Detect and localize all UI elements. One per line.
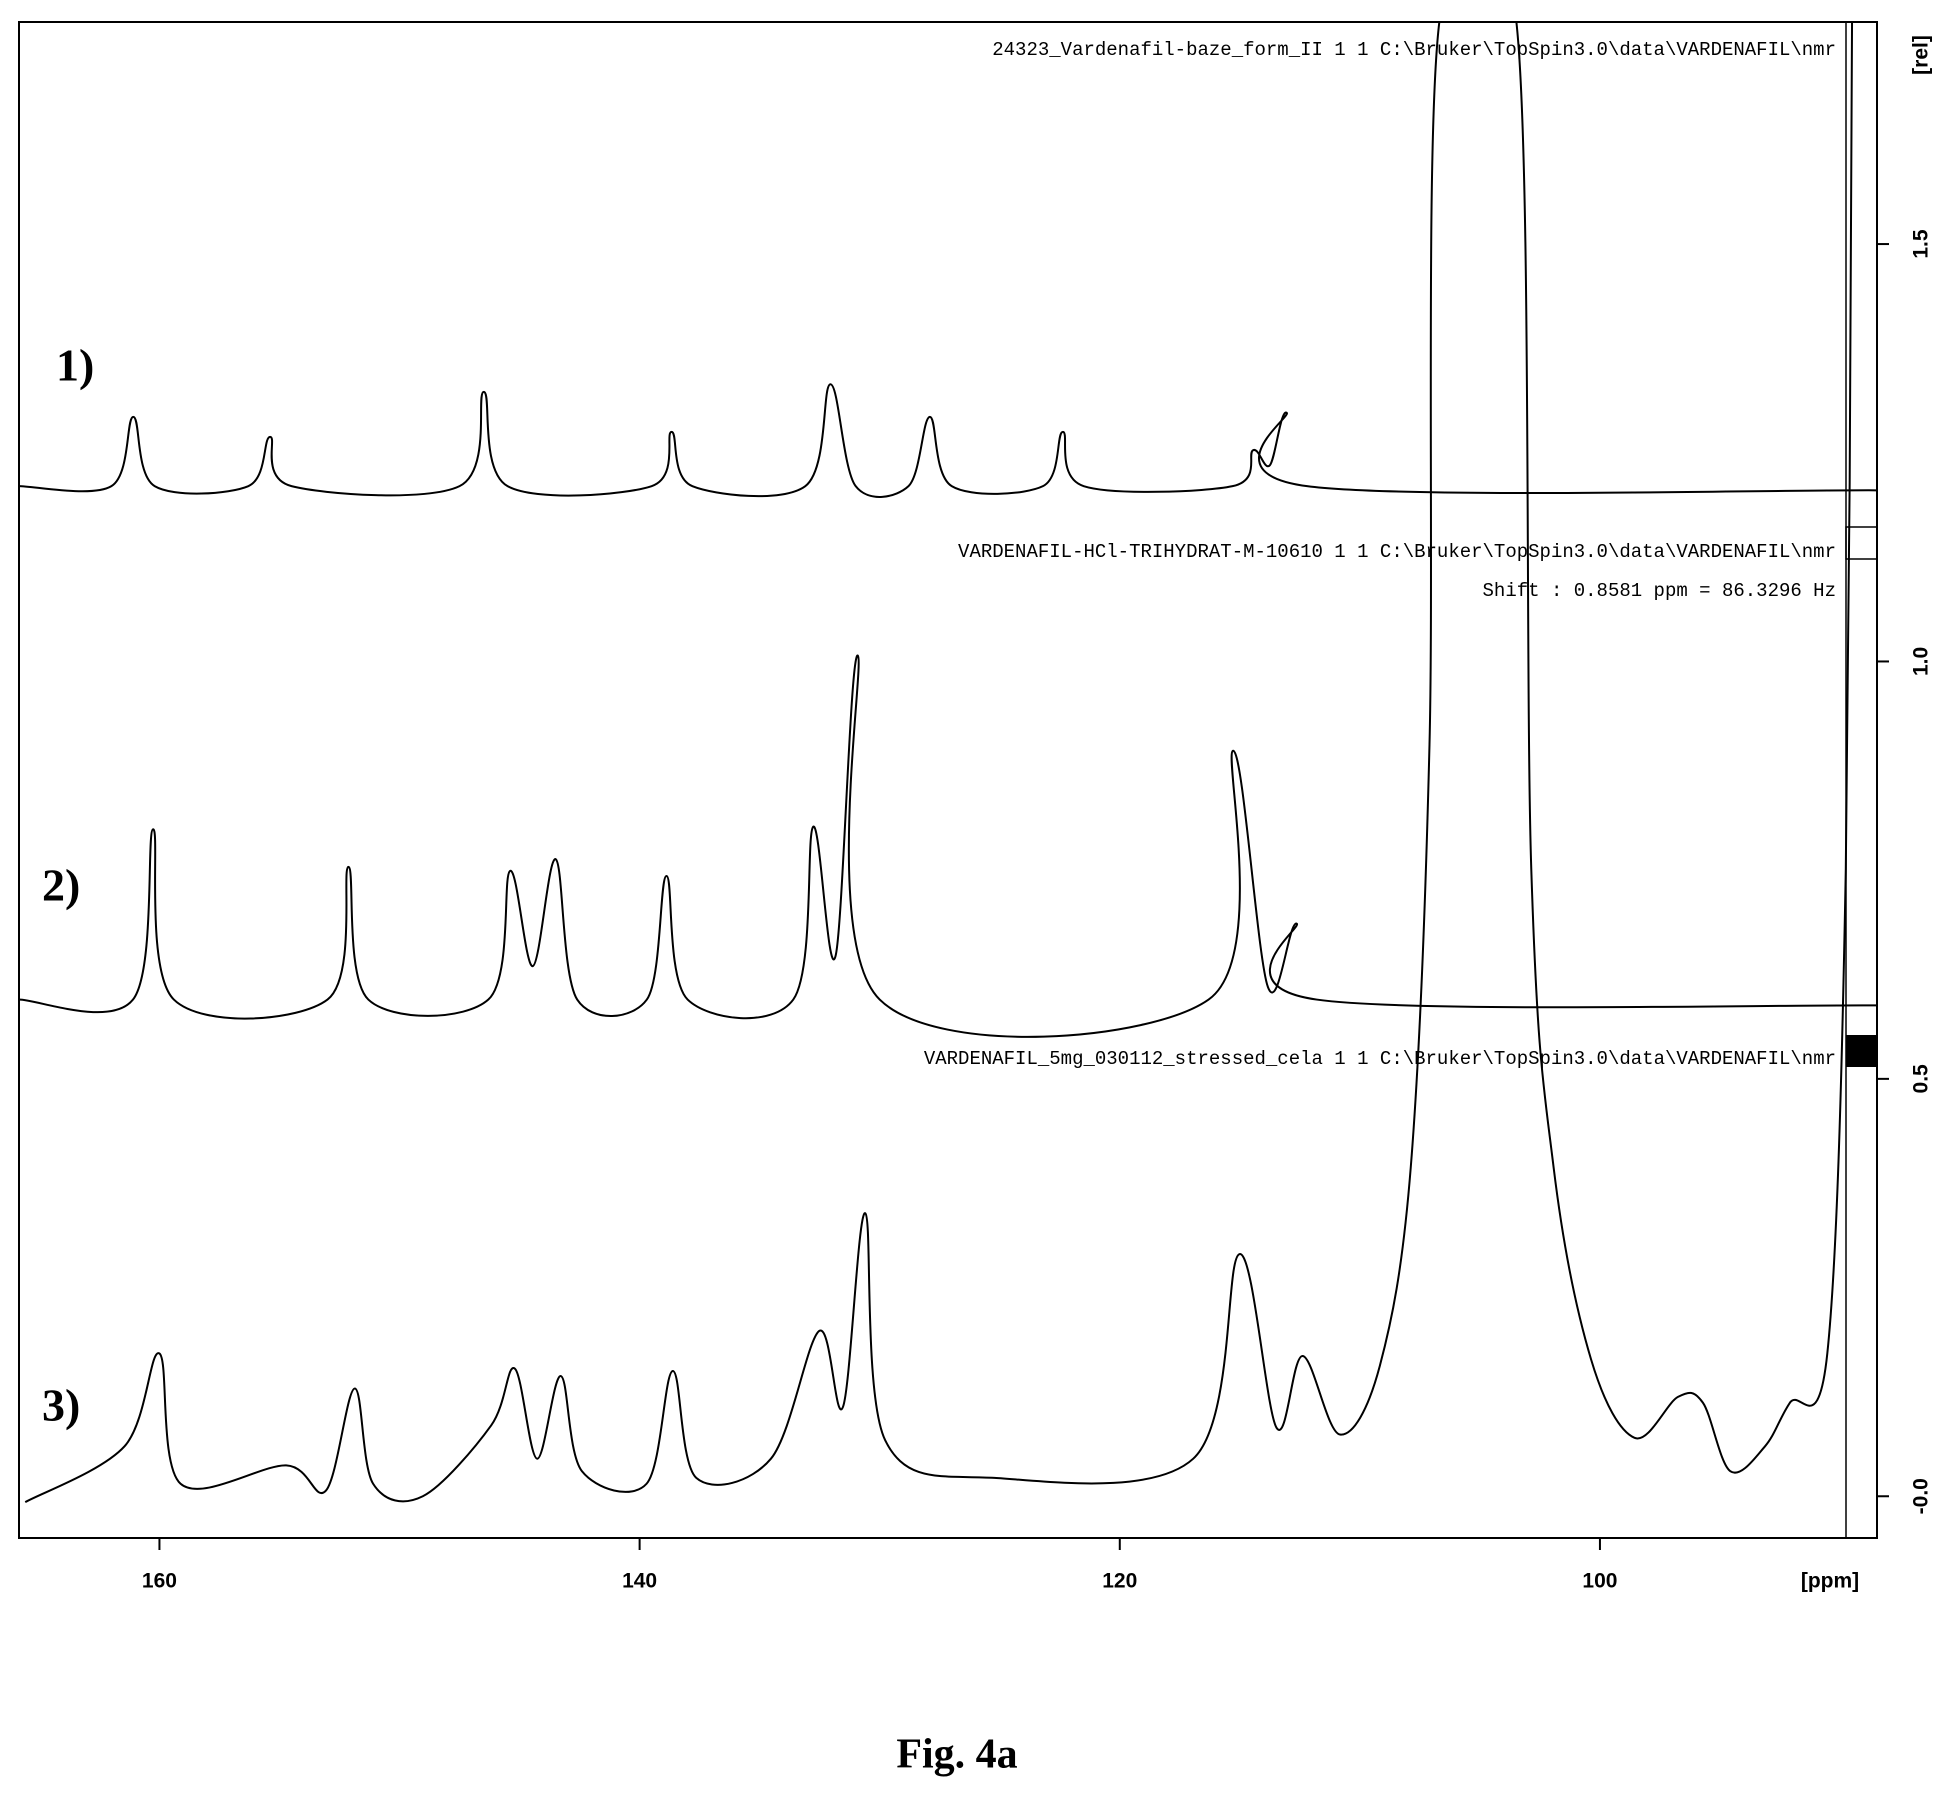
spectrum-title: 24323_Vardenafil-baze_form_II 1 1 C:\Bru… — [992, 39, 1836, 61]
x-tick-label: 120 — [1102, 1570, 1137, 1593]
spectrum-line — [24, 22, 1854, 1503]
side-marker — [1846, 1035, 1877, 1067]
legend-label: 3) — [42, 1380, 80, 1431]
y-tick-label: 1.5 — [1910, 229, 1933, 259]
y-tick-label: 1.0 — [1910, 647, 1933, 676]
spectrum-line — [19, 654, 1877, 1038]
spectrum-title: VARDENAFIL_5mg_030112_stressed_cela 1 1 … — [924, 1048, 1836, 1070]
spectrum-title: VARDENAFIL-HCl-TRIHYDRAT-M-10610 1 1 C:\… — [958, 541, 1836, 563]
side-marker — [1845, 526, 1878, 560]
legend-label: 1) — [56, 340, 94, 391]
x-tick-label: 160 — [142, 1570, 177, 1593]
x-tick-label: 140 — [622, 1570, 657, 1593]
legend-label: 2) — [42, 860, 80, 911]
x-tick-label: 100 — [1582, 1570, 1617, 1593]
y-tick-label: -0.0 — [1910, 1478, 1933, 1514]
plot-area — [19, 22, 1877, 1503]
annotation: Shift : 0.8581 ppm = 86.3296 Hz — [1483, 580, 1836, 602]
y-axis-label: [rel] — [1910, 35, 1933, 75]
caption: Fig. 4a — [896, 1732, 1017, 1778]
spectrum-line — [19, 383, 1877, 498]
plot-frame — [18, 21, 1878, 1539]
y-tick-label: 0.5 — [1910, 1064, 1933, 1094]
x-axis-label: [ppm] — [1801, 1570, 1859, 1593]
